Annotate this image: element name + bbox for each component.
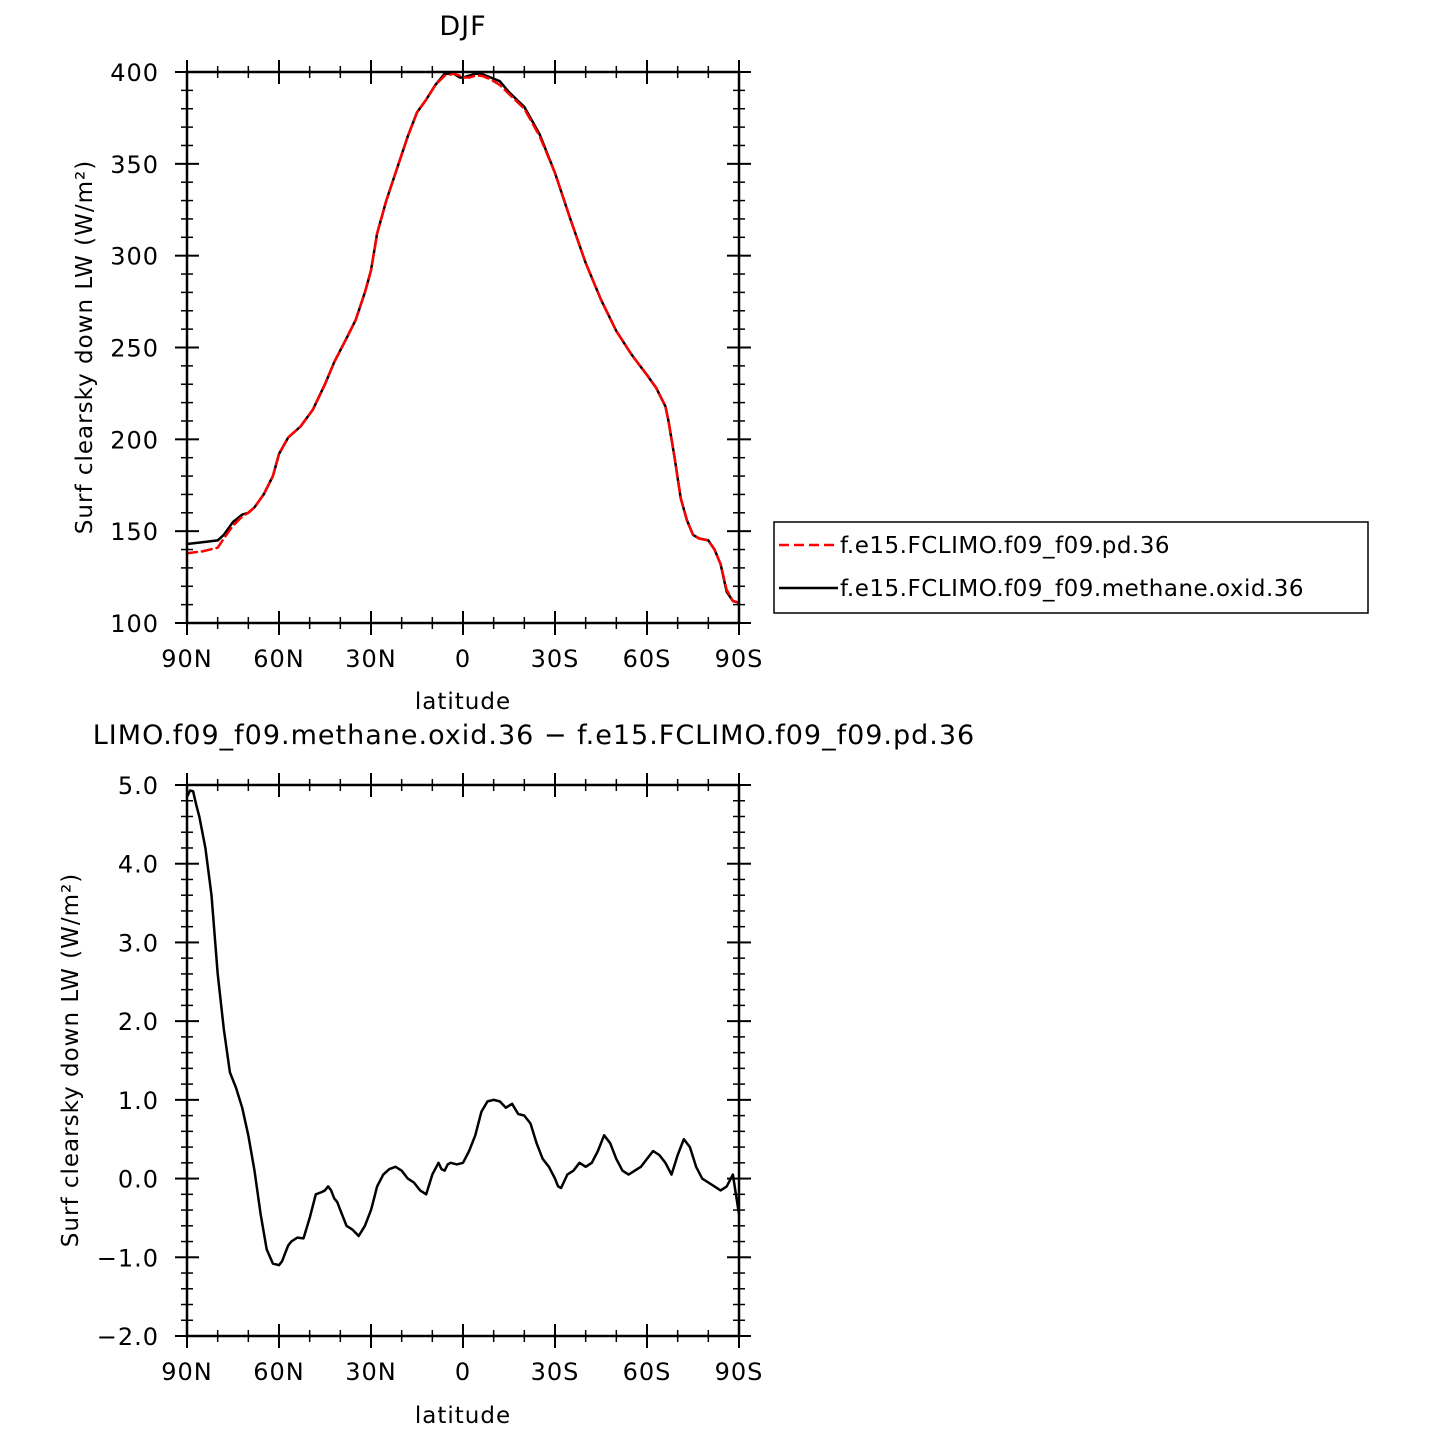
bottom-y-tick-label: 1.0: [118, 1087, 159, 1115]
legend-box: [773, 521, 1369, 614]
top-panel: DJF 90N 60N 30N 0 30S 60S 90S 100 150 200 250 300 35…: [72, 11, 764, 715]
bottom-y-tick-label: −1.0: [97, 1244, 159, 1272]
top-plot-frame: [185, 70, 741, 625]
top-x-tick-label: 60S: [623, 645, 672, 673]
top-x-tick-label: 60N: [253, 645, 305, 673]
top-y-axis-label: Surf clearsky down LW (W/m²): [72, 160, 98, 534]
bottom-x-tick-label: 30S: [531, 1358, 580, 1386]
top-x-axis-label: latitude: [415, 689, 511, 715]
bottom-y-axis-label: Surf clearsky down LW (W/m²): [58, 873, 84, 1247]
legend: f.e15.FCLIMO.f09_f09.pd.36 f.e15.FCLIMO.…: [773, 521, 1369, 614]
bottom-panel: LIMO.f09_f09.methane.oxid.36 − f.e15.FCL…: [58, 720, 975, 1429]
top-y-tick-label: 400: [110, 59, 159, 87]
top-x-tick-label: 90N: [161, 645, 213, 673]
bottom-chart-title: LIMO.f09_f09.methane.oxid.36 − f.e15.FCL…: [93, 720, 975, 751]
top-y-tick-label: 200: [110, 426, 159, 454]
bottom-series-line-0: [185, 789, 741, 1267]
top-y-tick-label: 100: [110, 610, 159, 638]
top-series-line-1: [185, 72, 741, 605]
legend-label-pd: f.e15.FCLIMO.f09_f09.pd.36: [840, 533, 1170, 559]
bottom-x-tick-label: 60N: [253, 1358, 305, 1386]
bottom-y-tick-label: 2.0: [118, 1008, 159, 1036]
top-x-tick-label: 0: [455, 645, 471, 673]
top-x-tick-label: 30S: [531, 645, 580, 673]
bottom-y-tick-label: 4.0: [118, 851, 159, 879]
top-x-tick-label: 30N: [345, 645, 397, 673]
bottom-x-axis-label: latitude: [415, 1403, 511, 1429]
bottom-y-tick-label: 3.0: [118, 929, 159, 957]
bottom-x-tick-label: 0: [455, 1358, 471, 1386]
bottom-plot-frame: [185, 783, 741, 1338]
top-y-tick-label: 350: [110, 151, 159, 179]
bottom-x-tick-label: 90N: [161, 1358, 213, 1386]
bottom-x-tick-label: 90S: [715, 1358, 764, 1386]
bottom-y-tick-label: −2.0: [97, 1323, 159, 1351]
top-series-line-0: [185, 72, 741, 605]
top-x-tick-label: 90S: [715, 645, 764, 673]
legend-label-methane: f.e15.FCLIMO.f09_f09.methane.oxid.36: [840, 576, 1304, 602]
bottom-x-tick-label: 30N: [345, 1358, 397, 1386]
top-y-tick-label: 300: [110, 243, 159, 271]
bottom-x-tick-label: 60S: [623, 1358, 672, 1386]
bottom-y-tick-label: 5.0: [118, 772, 159, 800]
bottom-y-tick-label: 0.0: [118, 1166, 159, 1194]
top-y-tick-label: 150: [110, 518, 159, 546]
top-y-tick-label: 250: [110, 335, 159, 363]
top-chart-title: DJF: [439, 11, 486, 42]
